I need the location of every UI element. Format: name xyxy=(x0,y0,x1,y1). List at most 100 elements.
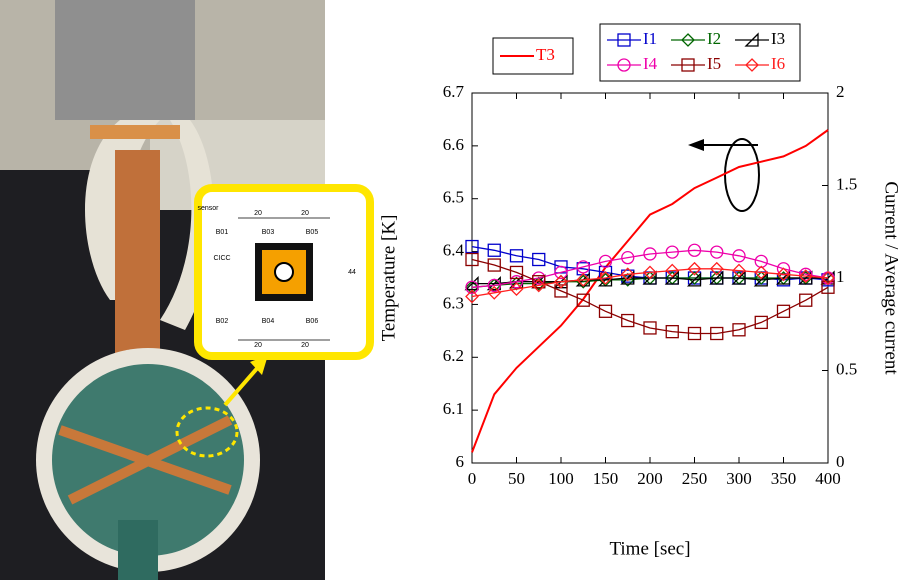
inset-label: B06 xyxy=(306,318,319,325)
marker xyxy=(732,323,746,337)
marker xyxy=(617,33,631,47)
marker xyxy=(487,258,501,272)
marker xyxy=(731,270,746,285)
marker xyxy=(464,275,479,291)
annotation-ellipse xyxy=(724,138,760,212)
marker xyxy=(509,265,524,280)
marker xyxy=(798,270,813,285)
y-tick-label: 6.1 xyxy=(443,399,464,418)
x-tick-label: 200 xyxy=(637,469,663,488)
marker xyxy=(487,285,502,300)
marker xyxy=(799,267,813,281)
legend-label: I2 xyxy=(707,29,721,48)
inset-label: sensor xyxy=(197,205,219,212)
inset-label: 20 xyxy=(301,342,309,349)
marker xyxy=(465,280,479,294)
y-tick-label: 6.3 xyxy=(443,293,464,312)
marker xyxy=(665,263,680,278)
marker xyxy=(643,247,657,261)
y2-tick-label: 1.5 xyxy=(836,174,857,193)
x-tick-label: 400 xyxy=(815,469,841,488)
marker xyxy=(531,278,546,293)
legend-label: I4 xyxy=(643,54,658,73)
photo xyxy=(0,0,374,580)
inset-label: CICC xyxy=(213,255,230,262)
y2-tick-label: 2 xyxy=(836,82,845,101)
marker xyxy=(620,270,635,285)
marker xyxy=(710,326,724,341)
marker xyxy=(821,271,835,285)
marker xyxy=(617,58,631,72)
marker xyxy=(754,265,769,280)
y-tick-label: 6 xyxy=(456,452,465,471)
marker xyxy=(576,272,591,287)
marker xyxy=(753,272,768,287)
marker xyxy=(710,245,724,259)
inset-label: B04 xyxy=(262,318,275,325)
legend-box xyxy=(599,23,801,82)
y-axis-label: Temperature [K] xyxy=(378,215,399,342)
marker xyxy=(554,284,568,298)
marker xyxy=(798,269,813,284)
marker xyxy=(532,275,546,289)
marker xyxy=(732,263,746,278)
marker xyxy=(598,254,613,269)
series-line xyxy=(471,268,829,298)
marker xyxy=(465,239,479,254)
marker xyxy=(821,280,835,294)
marker xyxy=(621,313,635,328)
marker xyxy=(687,261,702,276)
x-axis-label: Time [sec] xyxy=(609,538,690,559)
annotation-arrowhead xyxy=(688,139,704,151)
marker xyxy=(487,243,501,257)
marker xyxy=(509,282,524,297)
x-tick-label: 350 xyxy=(771,469,797,488)
marker xyxy=(576,260,590,274)
y2-tick-label: 1 xyxy=(836,267,845,286)
y-tick-label: 6.7 xyxy=(443,82,465,101)
x-tick-label: 300 xyxy=(726,469,752,488)
marker xyxy=(687,326,702,341)
legend-label: I6 xyxy=(771,54,785,73)
marker xyxy=(709,261,724,276)
marker xyxy=(745,58,759,72)
series-line xyxy=(471,129,829,453)
marker xyxy=(509,249,524,263)
marker xyxy=(509,275,524,289)
marker xyxy=(532,252,546,267)
y-tick-label: 6.5 xyxy=(443,188,464,207)
inset-label: B01 xyxy=(216,229,229,236)
marker xyxy=(664,270,679,285)
marker xyxy=(686,272,702,287)
marker xyxy=(465,289,479,304)
marker xyxy=(776,267,791,282)
marker xyxy=(487,278,501,293)
marker xyxy=(732,249,746,263)
inset-label: B02 xyxy=(216,318,229,325)
inset-label: 20 xyxy=(301,210,309,217)
marker xyxy=(554,265,568,280)
legend-label: I3 xyxy=(771,29,785,48)
legend-label: T3 xyxy=(536,45,555,64)
marker xyxy=(681,33,695,47)
inset-label: 44 xyxy=(348,269,356,276)
inset-label: 20 xyxy=(254,342,262,349)
legend-label: I1 xyxy=(643,29,657,48)
inset-label: 20 xyxy=(254,210,262,217)
marker xyxy=(576,293,590,307)
y2-axis-label: Current / Average current xyxy=(881,181,902,375)
marker xyxy=(665,324,679,339)
marker xyxy=(799,293,813,307)
y-tick-label: 6.4 xyxy=(443,240,465,259)
x-tick-label: 50 xyxy=(508,469,525,488)
y-tick-label: 6.6 xyxy=(443,135,464,154)
marker xyxy=(597,272,613,287)
inset-label: B05 xyxy=(306,229,319,236)
marker xyxy=(744,32,759,47)
marker xyxy=(598,304,613,318)
y-tick-label: 6.2 xyxy=(443,346,464,365)
series-line xyxy=(471,258,829,335)
series-line xyxy=(471,245,829,281)
marker xyxy=(598,271,613,285)
